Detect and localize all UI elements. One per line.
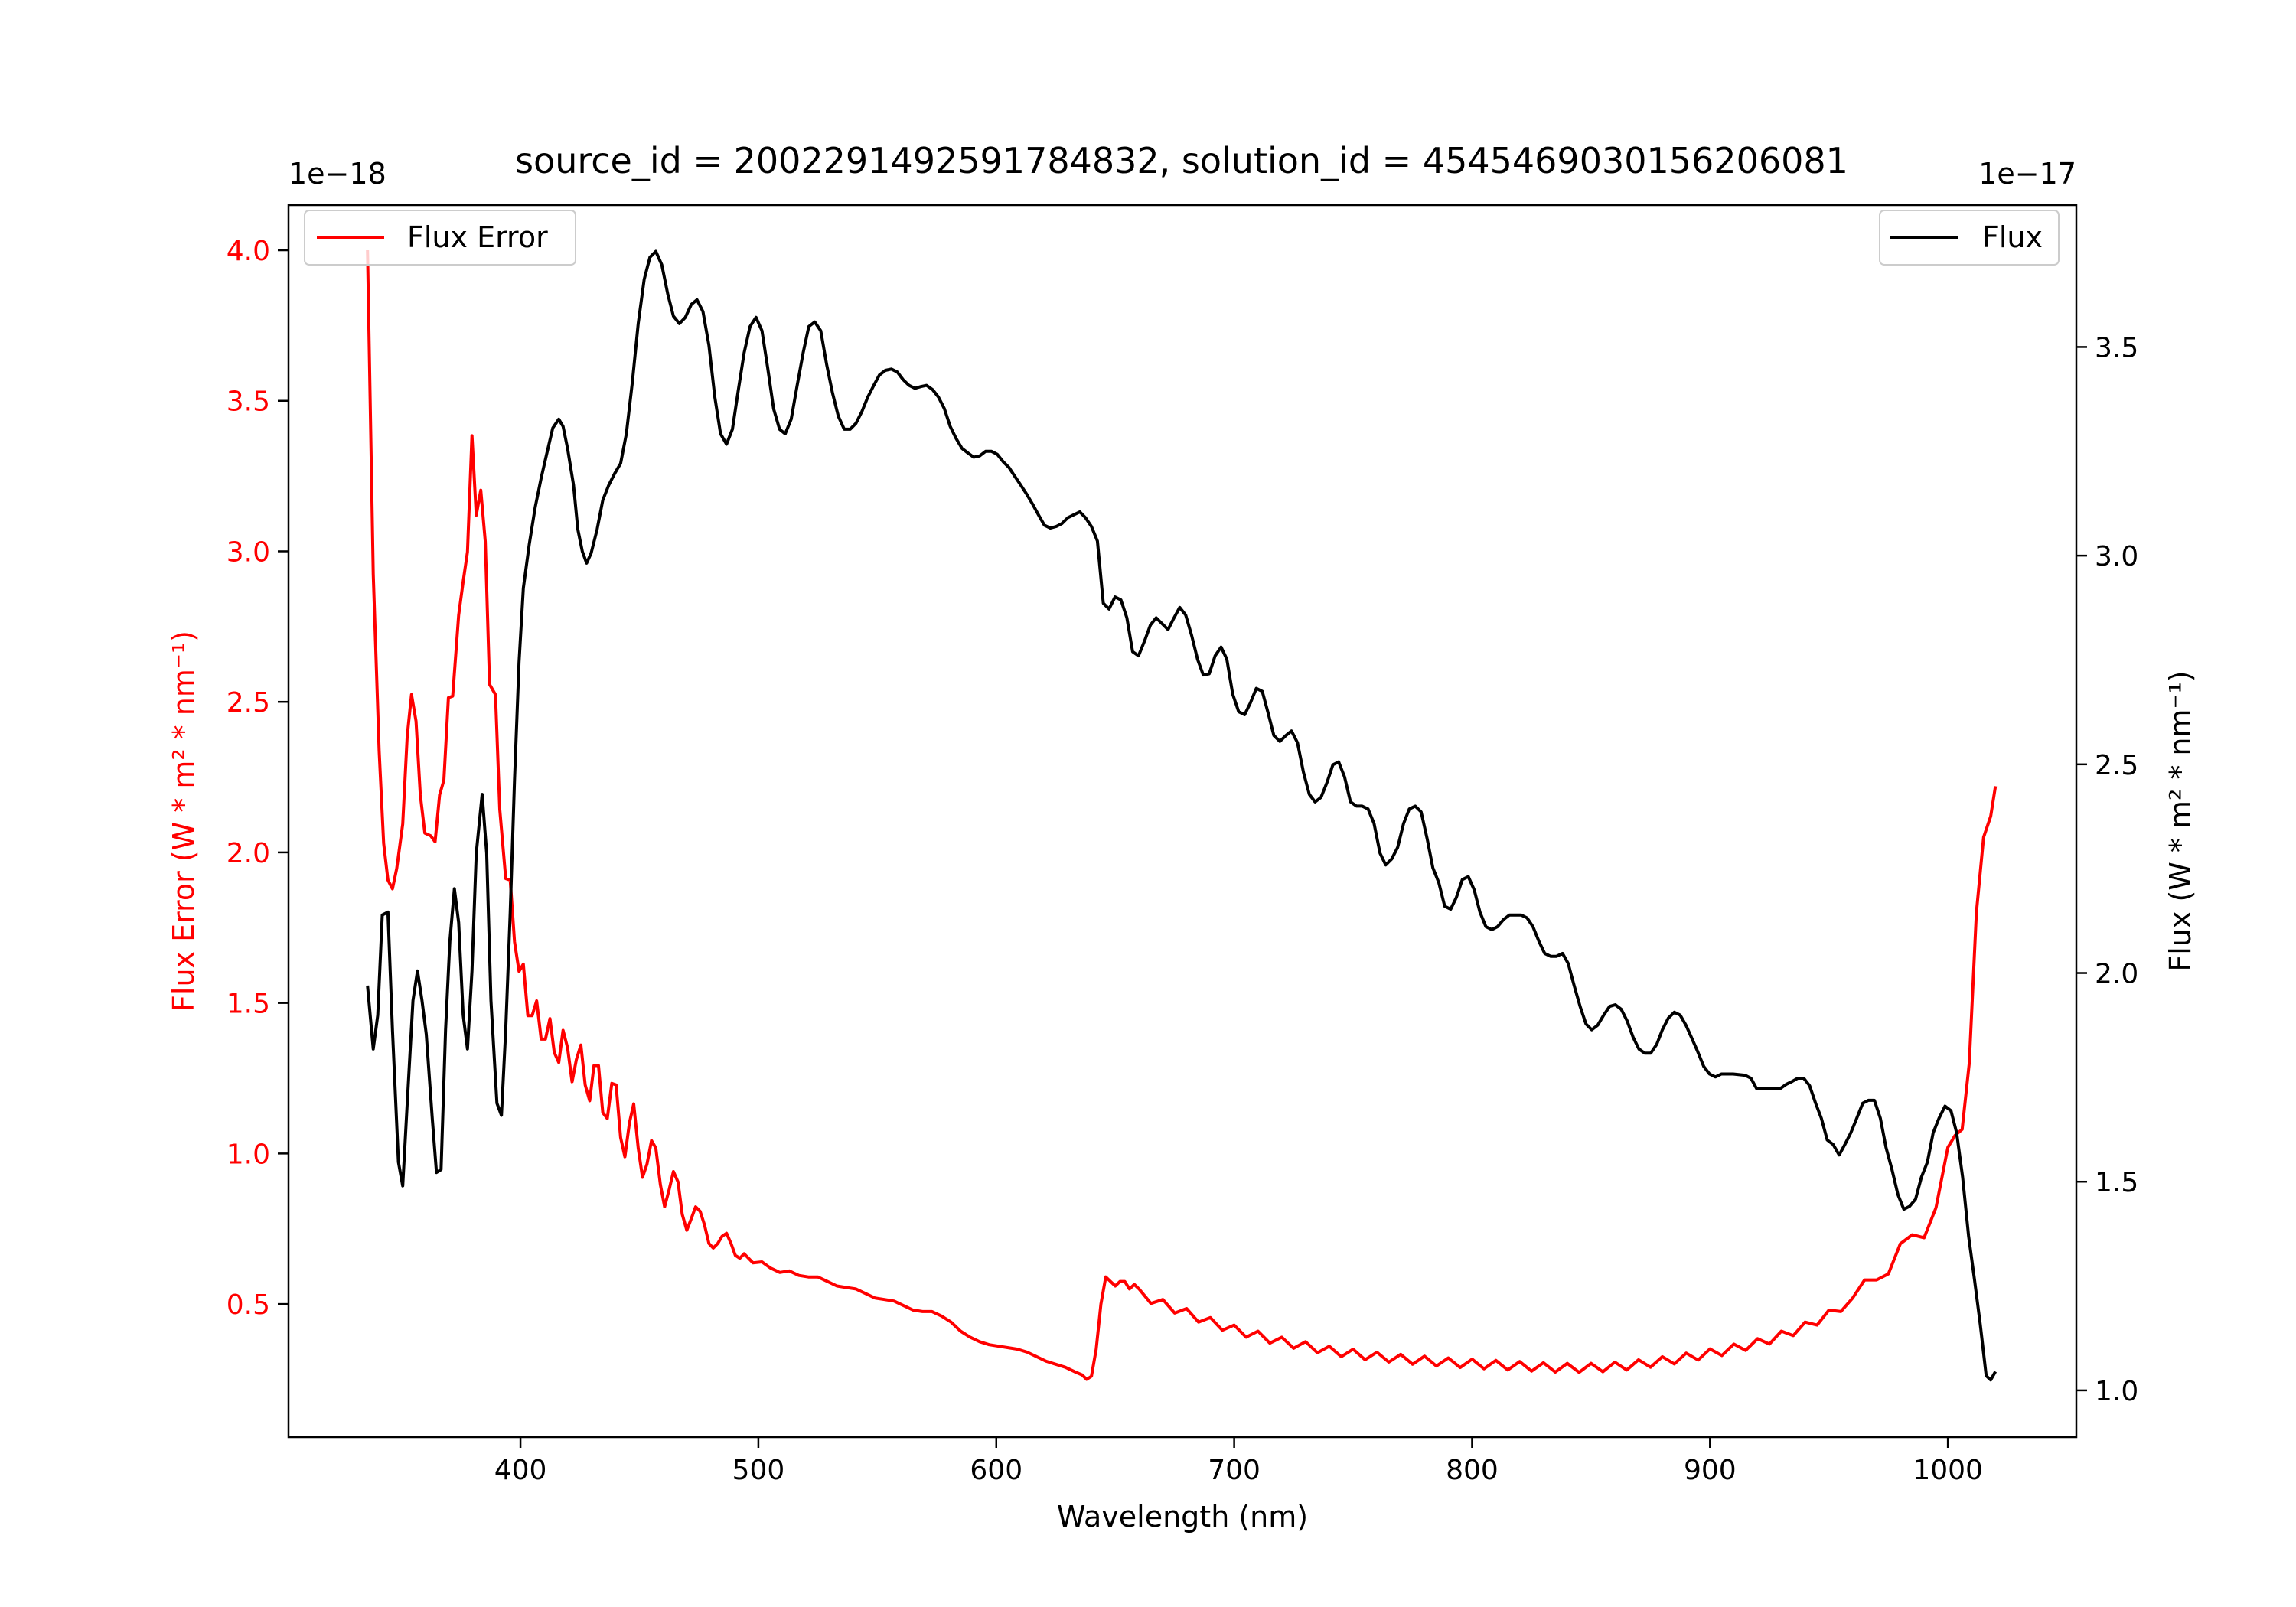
x-tick-label: 500 xyxy=(732,1455,785,1486)
right-y-tick-label: 1.5 xyxy=(2095,1167,2138,1198)
left-y-axis-label: Flux Error (W * m² * nm⁻¹) xyxy=(167,631,201,1012)
right-y-tick-label: 2.5 xyxy=(2095,750,2138,781)
flux-line xyxy=(366,249,1998,1382)
x-tick-label: 400 xyxy=(494,1455,547,1486)
right-y-tick-label: 1.0 xyxy=(2095,1376,2138,1407)
flux-error-line xyxy=(366,249,1998,1381)
legend-flux: Flux xyxy=(1879,210,2060,266)
x-tick-label: 900 xyxy=(1684,1455,1737,1486)
left-y-tick-label: 4.0 xyxy=(227,236,270,267)
plot-area: 400 500 600 700 800 900 1000 0.5 1.0 1.5 2.0 2.5 3.0… xyxy=(227,236,2139,1486)
legend-flux-error: Flux Error xyxy=(304,210,576,266)
legend-label-flux-error: Flux Error xyxy=(407,220,548,254)
right-y-tick-label: 3.0 xyxy=(2095,541,2138,572)
x-tick-label: 1000 xyxy=(1913,1455,1983,1486)
right-y-tick-label: 2.0 xyxy=(2095,959,2138,990)
chart-title: source_id = 2002291492591784832, solutio… xyxy=(515,140,1848,181)
axes-frame xyxy=(287,204,2078,1439)
left-y-tick-label: 2.5 xyxy=(227,687,270,719)
right-axis-offset: 1e−17 xyxy=(1978,157,2076,191)
x-axis-label: Wavelength (nm) xyxy=(1057,1500,1308,1534)
legend-box xyxy=(1879,210,2060,266)
right-y-tick-label: 3.5 xyxy=(2095,332,2138,363)
right-y-axis-label: Flux (W * m² * nm⁻¹) xyxy=(2164,670,2197,971)
left-y-tick-label: 0.5 xyxy=(227,1289,270,1321)
left-y-tick-label: 1.5 xyxy=(227,989,270,1020)
left-axis-offset: 1e−18 xyxy=(289,157,386,191)
x-tick-label: 700 xyxy=(1208,1455,1261,1486)
left-y-tick-label: 3.0 xyxy=(227,536,270,568)
legend-label-flux: Flux xyxy=(1982,220,2043,254)
left-y-tick-label: 3.5 xyxy=(227,386,270,418)
left-y-tick-label: 2.0 xyxy=(227,838,270,869)
x-tick-label: 800 xyxy=(1446,1455,1499,1486)
legend-box xyxy=(304,210,576,266)
x-tick-label: 600 xyxy=(970,1455,1022,1486)
left-y-tick-label: 1.0 xyxy=(227,1139,270,1170)
